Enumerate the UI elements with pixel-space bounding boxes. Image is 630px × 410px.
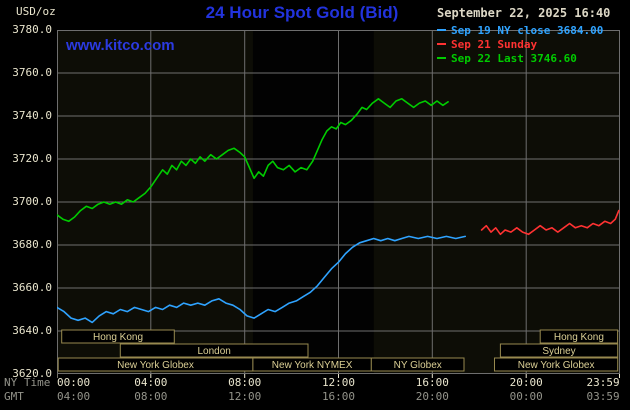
x-axis-tick-gmt: 20:00 xyxy=(415,390,449,403)
x-axis-tick-gmt: 00:00 xyxy=(509,390,543,403)
session-label: New York NYMEX xyxy=(272,360,353,371)
legend-label: Sep 19 NY close 3684.00 xyxy=(451,23,604,37)
x-axis-tick-gmt: 08:00 xyxy=(134,390,168,403)
x-axis-tick-ny: 08:00 xyxy=(228,376,262,389)
y-axis-tick-label: 3620.0 xyxy=(12,367,52,380)
x-axis-tick-gmt: 04:00 xyxy=(57,390,91,403)
session-label: NY Globex xyxy=(394,360,442,371)
session-box xyxy=(494,357,619,372)
page-title: 24 Hour Spot Gold (Bid) xyxy=(205,3,399,22)
session-box xyxy=(119,343,309,358)
series-line-sep-21-sunday xyxy=(480,209,620,236)
x-axis-tick-gmt: 12:00 xyxy=(228,390,262,403)
session-box xyxy=(499,343,619,358)
session-label: Hong Kong xyxy=(93,332,143,343)
series-line-sep-19-ny-close xyxy=(56,235,467,324)
y-axis-tick-label: 3780.0 xyxy=(12,23,52,36)
y-axis-units-label: USD/oz xyxy=(16,5,56,18)
x-axis-tick-ny: 23:59 xyxy=(586,376,620,389)
y-axis-tick-label: 3720.0 xyxy=(12,152,52,165)
session-label: London xyxy=(198,346,231,357)
session-label: New York Globex xyxy=(518,360,595,371)
legend-dash-icon xyxy=(437,57,446,59)
session-box xyxy=(61,329,175,344)
y-axis-tick-label: 3660.0 xyxy=(12,281,52,294)
y-axis-tick-label: 3740.0 xyxy=(12,109,52,122)
plot-border xyxy=(57,30,620,374)
x-axis-tick-gmt: 03:59 xyxy=(586,390,620,403)
legend: September 22, 2025 16:40 Sep 19 NY close… xyxy=(437,6,610,65)
legend-items: Sep 19 NY close 3684.00 Sep 21 Sunday Sep … xyxy=(437,23,610,65)
legend-label: Sep 22 Last 3746.60 xyxy=(451,51,577,65)
x-axis-tick-gmt: 16:00 xyxy=(321,390,356,403)
session-box xyxy=(539,329,619,344)
y-axis-tick-label: 3700.0 xyxy=(12,195,52,208)
x-axis-tick-ny: 00:00 xyxy=(57,376,91,389)
session-label: New York Globex xyxy=(117,360,194,371)
series-line-sep-22-last xyxy=(56,98,449,223)
ny-time-label: NY Time xyxy=(4,376,51,389)
legend-dash-icon xyxy=(437,43,446,45)
datetime-label: September 22, 2025 16:40 xyxy=(437,6,611,20)
legend-item: Sep 21 Sunday xyxy=(437,37,610,51)
x-axis-tick-ny: 12:00 xyxy=(321,376,356,389)
legend-item: Sep 22 Last 3746.60 xyxy=(437,51,610,65)
session-box xyxy=(370,357,465,372)
x-tick-marks xyxy=(56,374,620,378)
kitco-watermark-link[interactable]: www.kitco.com xyxy=(66,37,175,54)
legend-dash-icon xyxy=(437,29,446,31)
session-label: Sydney xyxy=(542,346,575,357)
y-axis-tick-label: 3640.0 xyxy=(12,324,52,337)
chart-svg: Hong Kong Hong Kong London Sydney New York G… xyxy=(56,30,620,378)
x-axis-tick-ny: 20:00 xyxy=(509,376,543,389)
y-axis-tick-label: 3760.0 xyxy=(12,66,52,79)
x-axis-tick-ny: 16:00 xyxy=(415,376,449,389)
gmt-label: GMT xyxy=(4,390,24,403)
x-axis-tick-ny: 04:00 xyxy=(134,376,168,389)
session-label: Hong Kong xyxy=(554,332,604,343)
chart-plot-area: Hong Kong Hong Kong London Sydney New York G… xyxy=(56,30,620,383)
y-axis-tick-label: 3680.0 xyxy=(12,238,52,251)
legend-item: Sep 19 NY close 3684.00 xyxy=(437,23,610,37)
legend-label: Sep 21 Sunday xyxy=(451,37,538,51)
